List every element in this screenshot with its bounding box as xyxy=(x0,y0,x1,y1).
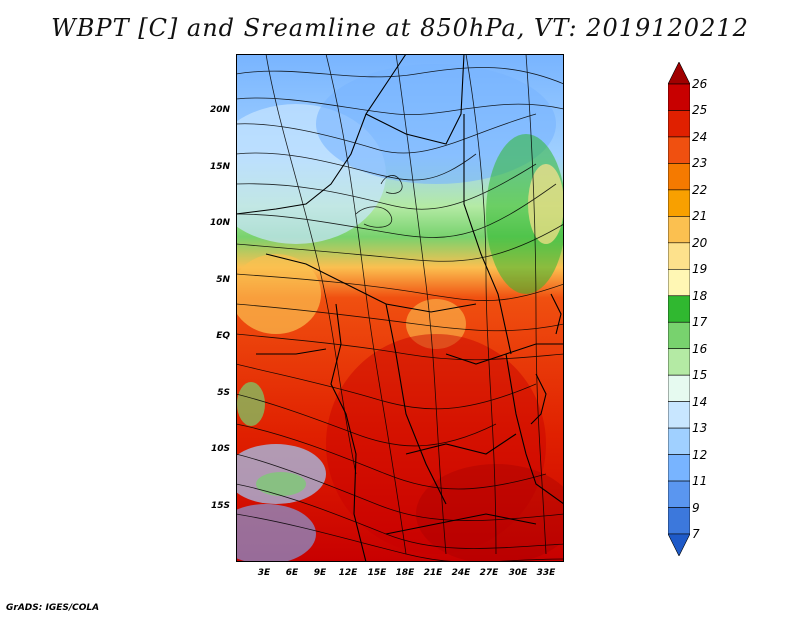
lon-tick-label: 24E xyxy=(451,568,471,578)
lat-tick-label: 5N xyxy=(216,275,230,285)
colorbar-label: 26 xyxy=(692,77,708,91)
colorbar-swatch xyxy=(668,454,690,482)
colorbar-label: 25 xyxy=(692,103,708,118)
colorbar-label: 23 xyxy=(692,156,708,171)
map-frame xyxy=(236,54,564,562)
colorbar-swatch xyxy=(668,136,690,164)
colorbar-swatch xyxy=(668,163,690,191)
colorbar-label: 16 xyxy=(692,341,708,356)
cold-region-southwest xyxy=(236,504,316,562)
colorbar-label: 13 xyxy=(692,421,708,436)
lon-tick-label: 9E xyxy=(313,568,327,578)
streamlines xyxy=(236,54,564,562)
grads-credit: GrADS: IGES/COLA xyxy=(6,603,100,613)
colorbar-swatch xyxy=(668,83,690,111)
warm-region-west xyxy=(236,254,321,334)
colorbar-swatch xyxy=(668,295,690,323)
lon-tick-label: 12E xyxy=(338,568,358,578)
colorbar-label: 9 xyxy=(692,500,700,515)
colorbar-top-arrow xyxy=(668,62,690,85)
colorbar-swatch xyxy=(668,242,690,270)
colorbar-label: 15 xyxy=(692,368,708,383)
colorbar-swatch xyxy=(668,374,690,402)
green-region-coast xyxy=(237,382,265,426)
cold-region-north xyxy=(316,64,556,184)
colorbar-label: 20 xyxy=(692,235,708,250)
colorbar-swatch xyxy=(668,110,690,138)
lat-tick-label: 10N xyxy=(209,218,230,228)
lat-tick-label: 15N xyxy=(209,162,230,172)
colorbar-label: 7 xyxy=(692,527,700,541)
colorbar-label: 21 xyxy=(692,209,708,224)
colorbar-label: 12 xyxy=(692,447,708,462)
colorbar-swatch xyxy=(668,427,690,455)
colorbar-label: 22 xyxy=(692,182,708,197)
lon-tick-label: 6E xyxy=(285,568,299,578)
colorbar-swatch xyxy=(668,216,690,244)
country-borders xyxy=(236,54,564,562)
warm-region-center xyxy=(406,299,466,349)
map-field xyxy=(236,54,564,562)
colorbar-label: 17 xyxy=(692,315,708,330)
colorbar-swatch xyxy=(668,507,690,535)
colorbar-swatch xyxy=(668,401,690,429)
lat-tick-label: 5S xyxy=(217,388,230,398)
colorbar-swatch xyxy=(668,321,690,350)
colorbar-label: 19 xyxy=(692,262,708,277)
colorbar-swatch xyxy=(668,268,690,297)
lon-tick-label: 27E xyxy=(479,568,499,578)
lon-tick-label: 15E xyxy=(367,568,387,578)
lat-tick-label: 10S xyxy=(210,444,230,454)
colorbar-swatch xyxy=(668,348,690,376)
chart-title: WBPT [C] and Sreamline at 850hPa, VT: 20… xyxy=(51,14,749,42)
lon-tick-label: 3E xyxy=(257,568,271,578)
lon-tick-label: 33E xyxy=(536,568,556,578)
lat-tick-label: 15S xyxy=(210,501,230,511)
colorbar-label: 14 xyxy=(692,394,708,409)
lon-tick-label: 18E xyxy=(395,568,415,578)
green-region-southwest xyxy=(256,472,306,496)
colorbar-swatch xyxy=(668,189,690,217)
lon-tick-label: 21E xyxy=(423,568,443,578)
lon-tick-label: 30E xyxy=(508,568,528,578)
yellow-region-east xyxy=(528,164,564,244)
colorbar-swatch xyxy=(668,480,690,508)
colorbar-bottom-arrow xyxy=(668,533,690,556)
colorbar xyxy=(668,62,690,556)
colorbar-label: 18 xyxy=(692,288,708,303)
lat-tick-label: EQ xyxy=(216,331,230,341)
colorbar-label: 24 xyxy=(692,129,708,144)
lat-tick-label: 20N xyxy=(209,105,230,115)
map-panel xyxy=(236,54,564,562)
colorbar-label: 11 xyxy=(692,474,708,489)
